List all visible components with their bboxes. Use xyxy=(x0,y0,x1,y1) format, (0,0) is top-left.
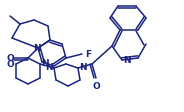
Text: O: O xyxy=(6,54,14,62)
Text: O: O xyxy=(92,82,100,91)
Text: N: N xyxy=(45,62,53,71)
Text: N: N xyxy=(79,62,87,71)
Text: F: F xyxy=(85,50,91,58)
Text: O: O xyxy=(6,59,14,69)
Text: N: N xyxy=(33,43,41,53)
Text: N: N xyxy=(41,58,49,68)
Text: N: N xyxy=(123,56,131,65)
